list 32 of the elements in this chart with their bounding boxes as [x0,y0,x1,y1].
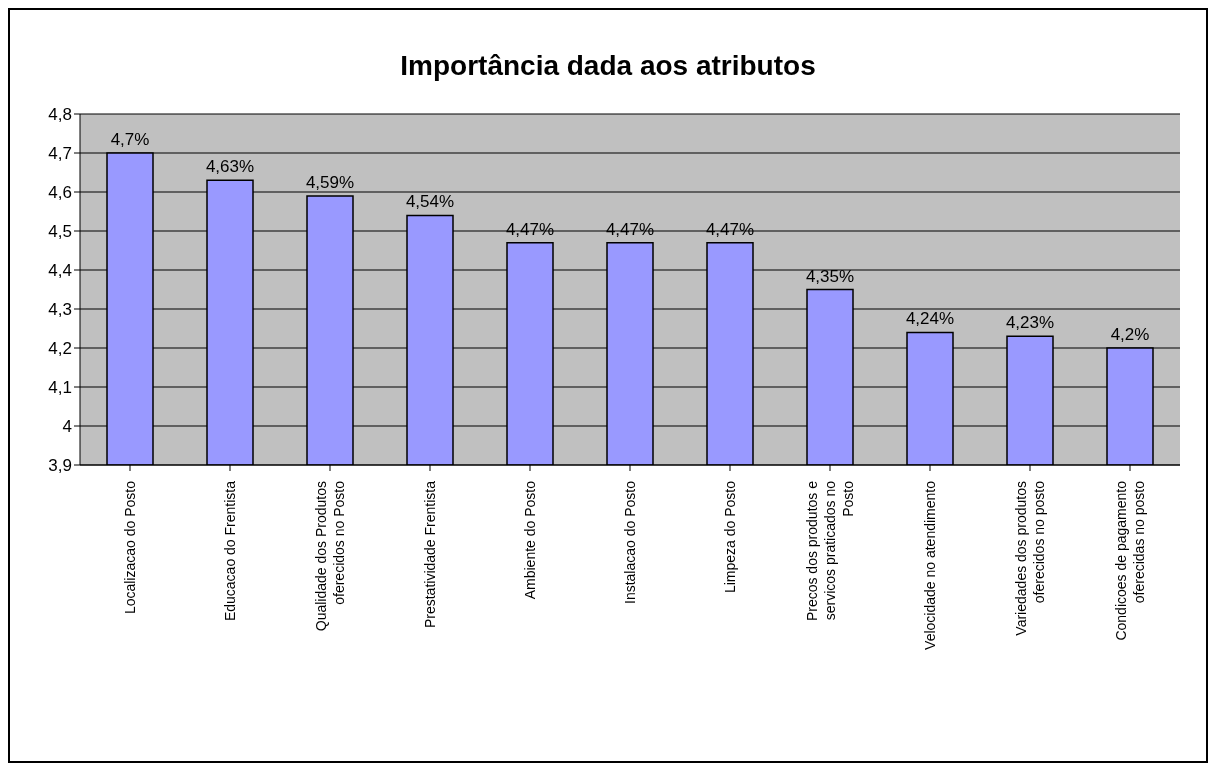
data-label: 4,47% [505,219,555,239]
x-tick-label: Localizacao do Posto [122,480,138,615]
y-tick-label: 4,4 [48,261,72,281]
data-label: 4,35% [805,266,855,286]
y-tick-label: 4,8 [48,105,72,125]
data-label: 4,63% [205,157,255,177]
data-label: 4,59% [305,172,355,192]
data-label: 4,24% [905,309,955,329]
data-label: 4,7% [110,130,150,149]
y-tick-label: 4,3 [48,300,72,320]
y-tick-label: 4 [62,417,72,437]
data-label: 4,47% [605,219,655,239]
x-tick-label: Educacao do Frentista [222,480,238,622]
x-tick-label: Limpeza do Posto [722,480,738,594]
y-tick-label: 4,1 [48,378,72,398]
data-label: 4,2% [1110,325,1150,344]
x-tick-label: Prestatividade Frentista [422,480,438,629]
data-label: 4,54% [405,192,455,212]
data-label: 4,47% [705,219,755,239]
x-tick-label: Precos dos produtos e servicos praticados no Posto [804,480,856,622]
x-tick-label: Qualidade dos Produtos oferecidos no Posto [313,480,347,632]
x-tick-label: Instalacao do Posto [622,480,638,604]
x-tick-label: Ambiente do Posto [522,480,538,600]
y-tick-label: 4,6 [48,183,72,203]
y-tick-label: 4,5 [48,222,72,242]
data-label: 4,23% [1005,313,1055,333]
y-tick-label: 3,9 [48,456,72,476]
y-tick-label: 4,7 [48,144,72,164]
x-tick-label: Variedades dos produtos oferecidos no posto [1013,480,1047,636]
x-tick-label: Velocidade no atendimento [922,480,938,650]
y-tick-label: 4,2 [48,339,72,359]
chart-title: Importância dada aos atributos [399,49,817,82]
